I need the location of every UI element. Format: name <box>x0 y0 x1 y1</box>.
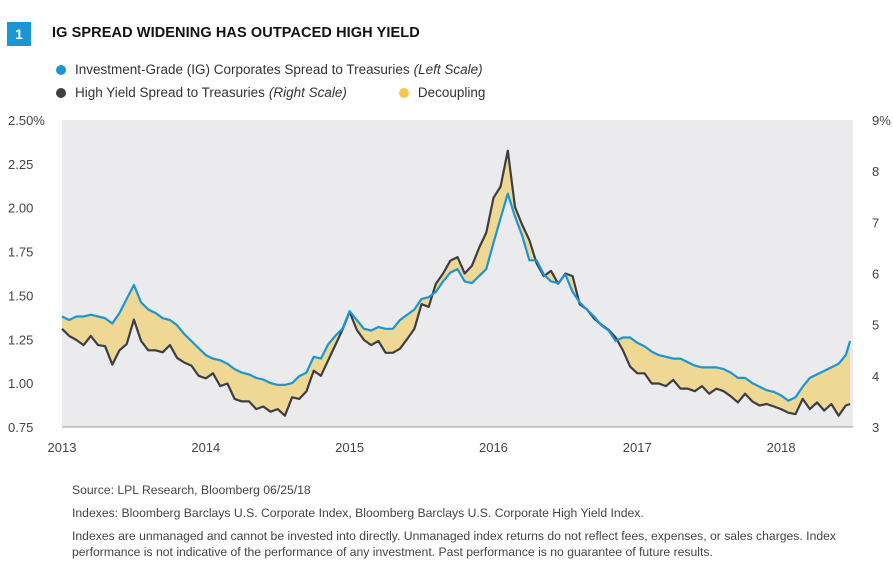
legend-row-2: High Yield Spread to Treasuries (Right S… <box>56 85 485 100</box>
right-tick-label: 8 <box>872 164 879 179</box>
legend-hy-label: High Yield Spread to Treasuries <box>75 85 265 100</box>
x-axis-ticks: 2013 2014 2015 2016 2017 2018 <box>48 440 796 455</box>
right-tick-label: 5 <box>872 318 879 333</box>
right-tick-label: 7 <box>872 215 879 230</box>
chart-title: IG SPREAD WIDENING HAS OUTPACED HIGH YIE… <box>52 25 420 41</box>
right-axis-ticks: 3 4 5 6 7 8 9% <box>872 113 891 435</box>
legend-ig-scale: (Left Scale) <box>413 62 483 77</box>
series-line-investment-grade <box>61 192 852 402</box>
right-tick-label: 9% <box>872 113 891 128</box>
series-line-layer <box>61 149 852 417</box>
legend-row-1: Investment-Grade (IG) Corporates Spread … <box>56 62 483 77</box>
figure-number-badge: 1 <box>7 22 31 46</box>
x-tick-label: 2015 <box>335 440 364 455</box>
left-tick-label: 1.50 <box>8 288 33 303</box>
x-tick-label: 2018 <box>767 440 796 455</box>
footer-disclaimer-1: Indexes are unmanaged and cannot be inve… <box>72 529 836 543</box>
legend-decoupling-dot <box>398 87 409 98</box>
x-tick-label: 2014 <box>191 440 220 455</box>
legend-decoupling-label: Decoupling <box>417 85 486 100</box>
left-tick-label: 1.00 <box>8 376 33 391</box>
legend-item-ig: Investment-Grade (IG) Corporates Spread … <box>56 62 483 77</box>
legend-item-decoupling: Decoupling <box>398 85 486 100</box>
x-tick-label: 2016 <box>479 440 508 455</box>
footer-indexes: Indexes: Bloomberg Barclays U.S. Corpora… <box>72 506 644 520</box>
footer-source: Source: LPL Research, Bloomberg 06/25/18 <box>72 483 311 497</box>
footer-disclaimer-2: performance is not indicative of the per… <box>72 545 713 559</box>
left-tick-label: 2.25 <box>8 157 33 172</box>
left-tick-label: 0.75 <box>8 420 33 435</box>
legend-hy-dot <box>56 87 66 98</box>
left-tick-label: 2.00 <box>8 201 33 216</box>
left-tick-label: 2.50% <box>8 113 45 128</box>
x-tick-label: 2017 <box>623 440 652 455</box>
right-tick-label: 4 <box>872 369 879 384</box>
legend-item-hy: High Yield Spread to Treasuries (Right S… <box>56 85 347 100</box>
left-tick-label: 1.75 <box>8 245 33 260</box>
legend-ig-label: Investment-Grade (IG) Corporates Spread … <box>75 62 410 77</box>
legend-ig-dot <box>56 64 66 75</box>
left-axis-ticks: 0.75 1.00 1.25 1.50 1.75 2.00 2.25 2.50% <box>8 113 45 435</box>
x-tick-label: 2013 <box>48 440 77 455</box>
left-tick-label: 1.25 <box>8 332 33 347</box>
right-tick-label: 6 <box>872 267 879 282</box>
legend-hy-scale: (Right Scale) <box>268 85 347 100</box>
series-line-high-yield <box>61 149 851 417</box>
right-tick-label: 3 <box>872 420 879 435</box>
